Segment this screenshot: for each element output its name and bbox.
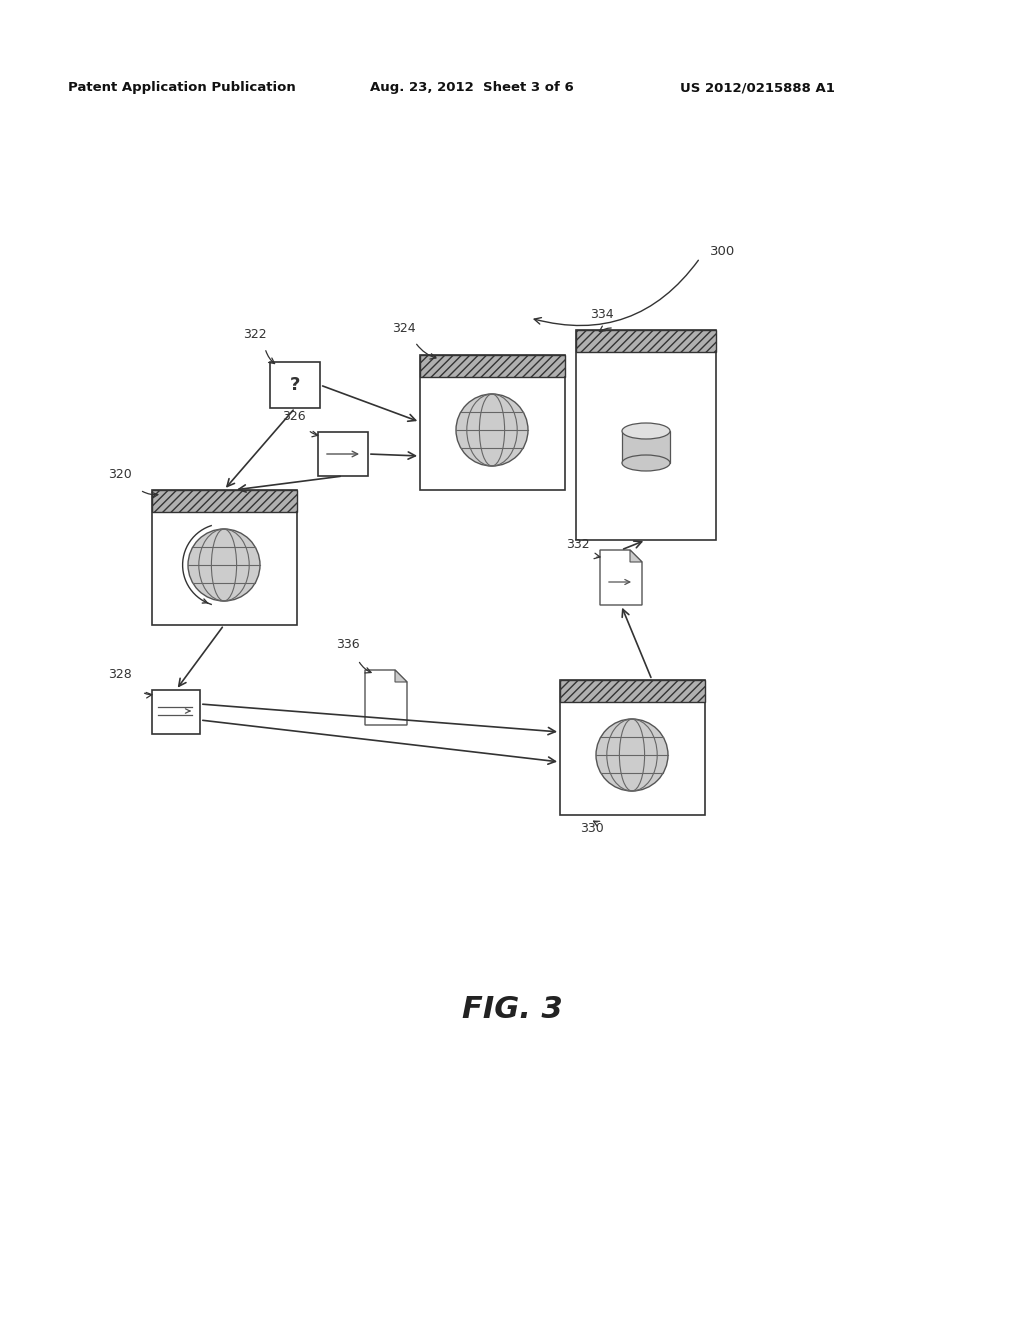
Text: Patent Application Publication: Patent Application Publication (68, 82, 296, 95)
Bar (420, 355, 565, 378)
Text: 326: 326 (282, 411, 305, 422)
Text: 322: 322 (243, 327, 266, 341)
Bar (270, 362, 319, 408)
Bar (152, 490, 297, 512)
Text: Aug. 23, 2012  Sheet 3 of 6: Aug. 23, 2012 Sheet 3 of 6 (370, 82, 573, 95)
Ellipse shape (622, 455, 670, 471)
Polygon shape (365, 671, 407, 725)
Bar (575, 330, 716, 540)
Bar (152, 490, 297, 624)
Bar (152, 690, 200, 734)
Bar (560, 680, 705, 702)
Text: 300: 300 (710, 246, 735, 257)
Text: 320: 320 (108, 469, 132, 480)
Circle shape (456, 393, 528, 466)
Circle shape (596, 719, 668, 791)
Polygon shape (630, 550, 642, 562)
Bar (420, 355, 565, 490)
Polygon shape (395, 671, 407, 682)
Text: FIG. 3: FIG. 3 (462, 995, 562, 1024)
Text: 324: 324 (392, 322, 416, 335)
Bar (575, 330, 716, 352)
Bar (318, 432, 368, 477)
Text: 334: 334 (590, 308, 613, 321)
Text: US 2012/0215888 A1: US 2012/0215888 A1 (680, 82, 835, 95)
Polygon shape (600, 550, 642, 605)
Ellipse shape (622, 422, 670, 440)
Bar (622, 432, 670, 463)
Circle shape (188, 529, 260, 601)
Text: ?: ? (290, 376, 300, 393)
Bar (560, 680, 705, 814)
Text: 336: 336 (336, 638, 359, 651)
Text: 330: 330 (580, 822, 604, 836)
Text: 332: 332 (566, 539, 590, 550)
Text: 328: 328 (108, 668, 132, 681)
